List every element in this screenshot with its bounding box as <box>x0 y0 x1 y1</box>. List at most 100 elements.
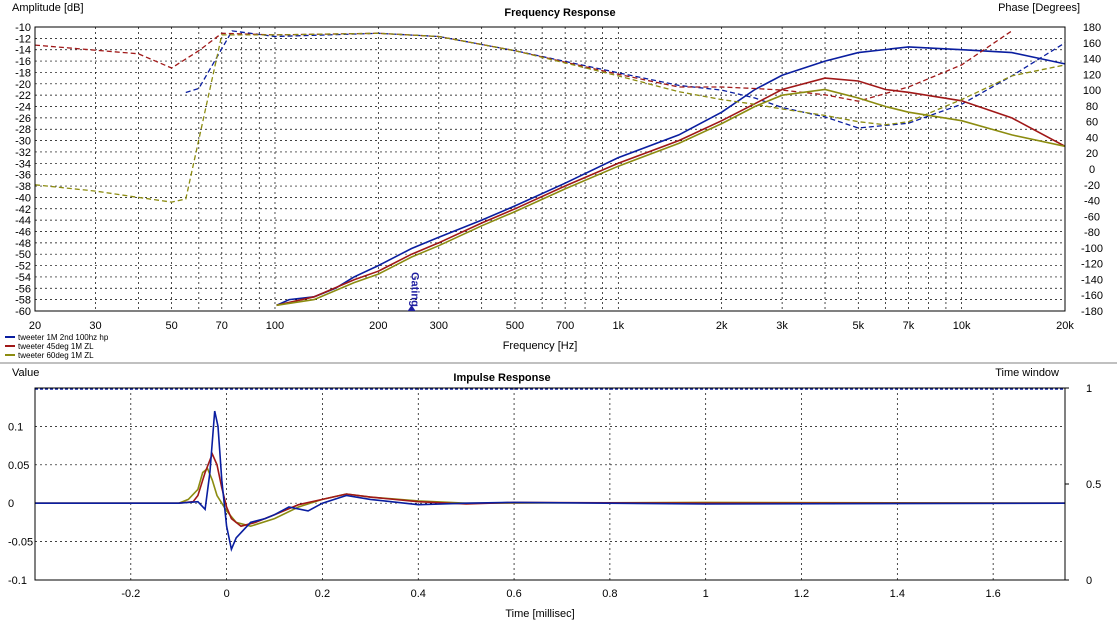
ir-y-left-tick-label: 0 <box>8 498 14 510</box>
legend-entry: tweeter 45deg 1M ZL <box>18 342 94 351</box>
fr-y-right-tick-label: -160 <box>1081 290 1103 302</box>
ir-impulse-line <box>35 467 1065 528</box>
ir-x-tick-label: 1.4 <box>890 588 905 600</box>
ir-x-axis-label: Time [millisec] <box>505 608 574 620</box>
fr-amplitude-line <box>276 77 1065 307</box>
fr-x-tick-label: 20k <box>1056 320 1074 332</box>
fr-y-left-tick-label: -40 <box>15 192 31 204</box>
fr-x-tick-label: 7k <box>903 320 915 332</box>
fr-phase-line <box>35 32 1065 203</box>
fr-y-left-tick-label: -28 <box>15 124 31 136</box>
ir-x-tick-label: 0.6 <box>506 588 521 600</box>
fr-phase-line <box>35 30 1013 102</box>
fr-y-left-tick-label: -30 <box>15 136 31 148</box>
fr-y-right-tick-label: 20 <box>1086 148 1098 160</box>
fr-y-left-tick-label: -24 <box>15 102 31 114</box>
ir-x-tick-label: 1 <box>703 588 709 600</box>
ir-x-tick-label: 0 <box>224 588 230 600</box>
fr-y-right-tick-label: 60 <box>1086 117 1098 129</box>
legend-entry: tweeter 1M 2nd 100hz hp <box>18 333 109 342</box>
fr-x-tick-label: 3k <box>776 320 788 332</box>
ir-x-tick-label: -0.2 <box>121 588 140 600</box>
fr-y-left-tick-label: -10 <box>15 22 31 34</box>
fr-x-tick-label: 70 <box>216 320 228 332</box>
ir-tick-labels: -0.2 0 0.2 0.4 0.6 0.8 1 1.2 1.4 1.6 0.1 0.05 0 -0.05… <box>8 383 1101 600</box>
fr-x-tick-label: 100 <box>266 320 284 332</box>
fr-y-left-tick-label: -32 <box>15 147 31 159</box>
ir-series-lines <box>35 388 1065 552</box>
ir-title: Impulse Response <box>453 372 550 384</box>
fr-y-left-tick-label: -22 <box>15 90 31 102</box>
fr-title: Frequency Response <box>504 7 615 19</box>
fr-y-left-tick-label: -16 <box>15 56 31 68</box>
fr-x-tick-label: 1k <box>613 320 625 332</box>
fr-y-left-tick-label: -26 <box>15 113 31 125</box>
ir-y-right-tick-label: 1 <box>1086 383 1092 395</box>
fr-y-left-tick-label: -38 <box>15 181 31 193</box>
ir-x-tick-label: 1.2 <box>794 588 809 600</box>
fr-y-left-tick-label: -12 <box>15 33 31 45</box>
ir-y-left-tick-label: -0.05 <box>8 537 33 549</box>
fr-x-tick-label: 10k <box>953 320 971 332</box>
ir-plot-frame <box>34 387 1066 581</box>
fr-y-left-tick-label: -58 <box>15 295 31 307</box>
gating-annotation: Gating <box>407 272 421 311</box>
ir-grid <box>35 388 1065 580</box>
gating-label: Gating <box>409 272 421 307</box>
fr-y-left-tick-label: -36 <box>15 170 31 182</box>
ir-y-right-tick-label: 0 <box>1086 575 1092 587</box>
ir-y-left-tick-label: 0.05 <box>8 460 29 472</box>
fr-x-tick-label: 20 <box>29 320 41 332</box>
fr-phase-line <box>185 30 1065 129</box>
fr-y-right-tick-label: -60 <box>1084 211 1100 223</box>
fr-x-tick-label: 50 <box>166 320 178 332</box>
fr-y-left-tick-label: -54 <box>15 272 31 284</box>
fr-y-right-tick-label: 140 <box>1083 54 1101 66</box>
impulse-response-chart: Impulse Response Value Time window Time … <box>8 367 1101 620</box>
ir-y-right-tick-label: 0.5 <box>1086 479 1101 491</box>
fr-y-right-tick-label: 100 <box>1083 85 1101 97</box>
fr-plot-area <box>35 30 1065 307</box>
ir-left-axis-label: Value <box>12 367 39 379</box>
fr-y-left-tick-label: -18 <box>15 67 31 79</box>
fr-y-left-tick-label: -60 <box>15 306 31 318</box>
fr-tick-labels: -10-12-14-16-18-20-22-24-26-28-30-32-34-… <box>15 22 1103 332</box>
fr-y-left-tick-label: -56 <box>15 283 31 295</box>
gating-marker[interactable] <box>407 305 416 311</box>
fr-y-right-tick-label: 80 <box>1086 101 1098 113</box>
fr-y-right-tick-label: -120 <box>1081 259 1103 271</box>
fr-y-right-tick-label: -100 <box>1081 243 1103 255</box>
fr-y-left-tick-label: -14 <box>15 45 31 57</box>
fr-y-left-tick-label: -46 <box>15 226 31 238</box>
fr-y-left-tick-label: -20 <box>15 79 31 91</box>
ir-impulse-line <box>35 410 1065 552</box>
fr-y-right-tick-label: 120 <box>1083 69 1101 81</box>
fr-y-right-tick-label: -80 <box>1084 227 1100 239</box>
fr-y-right-tick-label: -140 <box>1081 274 1103 286</box>
ir-y-left-tick-label: 0.1 <box>8 421 23 433</box>
fr-x-tick-label: 5k <box>852 320 864 332</box>
fr-x-tick-label: 2k <box>716 320 728 332</box>
fr-y-left-tick-label: -52 <box>15 261 31 273</box>
fr-y-right-tick-label: 180 <box>1083 22 1101 34</box>
fr-y-left-tick-label: -34 <box>15 158 31 170</box>
fr-y-right-tick-label: 40 <box>1086 132 1098 144</box>
fr-y-right-tick-label: -20 <box>1084 180 1100 192</box>
fr-y-right-tick-label: -180 <box>1081 306 1103 318</box>
ir-y-left-tick-label: -0.1 <box>8 575 27 587</box>
fr-y-left-tick-label: -44 <box>15 215 31 227</box>
fr-left-axis-label: Amplitude [dB] <box>12 2 84 14</box>
fr-x-tick-label: 30 <box>89 320 101 332</box>
fr-x-tick-label: 300 <box>430 320 448 332</box>
fr-y-right-tick-label: 0 <box>1089 164 1095 176</box>
ir-x-tick-label: 0.8 <box>602 588 617 600</box>
fr-series-lines <box>35 30 1065 307</box>
fr-y-right-tick-label: -40 <box>1084 196 1100 208</box>
fr-y-left-tick-label: -48 <box>15 238 31 250</box>
fr-amplitude-line <box>276 46 1065 307</box>
ir-x-tick-label: 1.6 <box>985 588 1000 600</box>
frequency-response-chart: Frequency Response Amplitude [dB] Phase … <box>5 2 1103 360</box>
fr-y-right-tick-label: 160 <box>1083 38 1101 50</box>
